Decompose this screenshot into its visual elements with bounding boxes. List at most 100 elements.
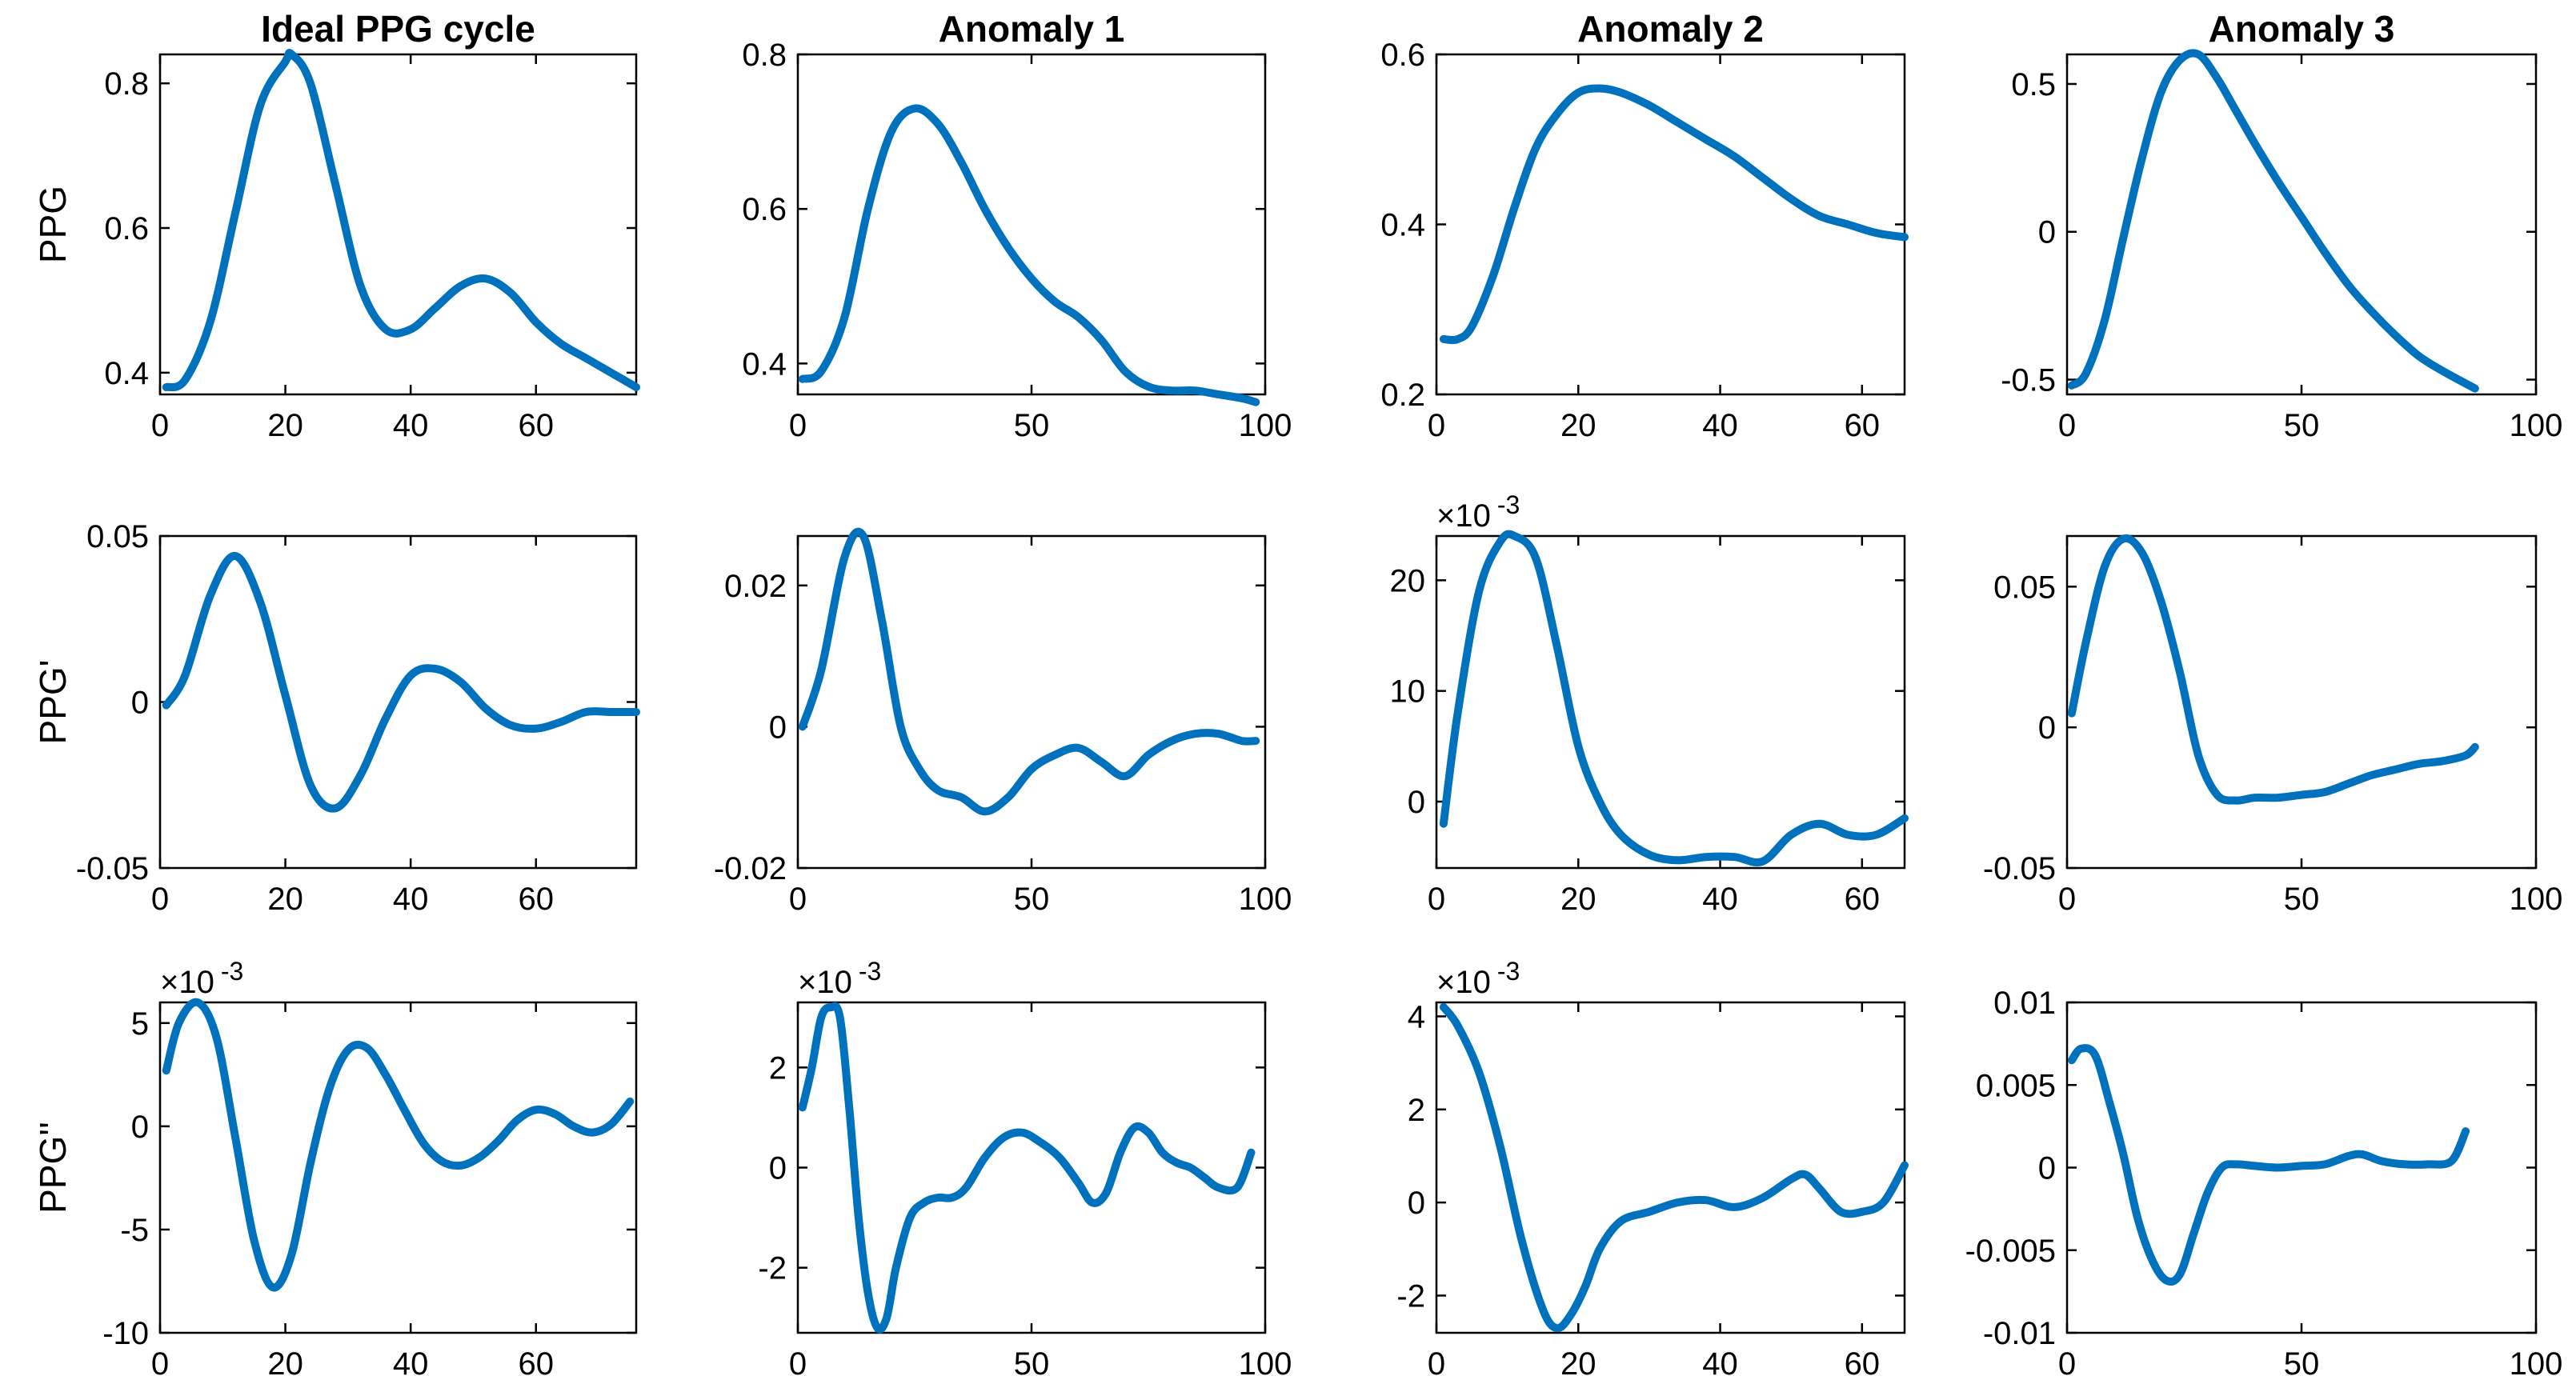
series-line — [1439, 1002, 1909, 1333]
series-line — [162, 49, 640, 392]
y-tick-label: -5 — [120, 1213, 149, 1248]
x-tick-label: 0 — [1428, 882, 1445, 917]
x-tick-label: 0 — [1428, 408, 1445, 443]
exponent-label: ×10 -3 — [1436, 490, 1520, 534]
y-tick-label: 0.8 — [742, 38, 787, 73]
y-tick-label: 2 — [769, 1050, 787, 1086]
x-tick-label: 50 — [1014, 882, 1050, 917]
y-tick-label: -0.5 — [2001, 363, 2056, 398]
y-tick-label: 5 — [131, 1006, 149, 1042]
axes-frame — [2065, 534, 2538, 870]
subplot-title: Anomaly 1 — [939, 8, 1125, 50]
series-line — [2067, 49, 2479, 393]
series-line — [2067, 534, 2479, 805]
y-tick-label: 0.02 — [724, 569, 787, 604]
y-tick-label: 0.01 — [1993, 986, 2056, 1021]
axes-frame — [158, 1001, 638, 1334]
x-tick-label: 0 — [151, 882, 169, 917]
series-line — [798, 1002, 1256, 1334]
y-tick-label: -0.02 — [714, 851, 787, 886]
y-tick-label: 0 — [2038, 1151, 2056, 1186]
y-tick-label: 0.6 — [1380, 38, 1425, 73]
x-tick-label: 0 — [789, 1346, 807, 1382]
x-tick-label: 20 — [1560, 1346, 1596, 1382]
x-tick-label: 60 — [518, 408, 554, 443]
y-tick-label: 0 — [769, 710, 787, 745]
exponent-label: ×10 -3 — [798, 957, 881, 1000]
x-tick-label: 60 — [1845, 408, 1881, 443]
y-tick-label: 0.4 — [104, 356, 149, 391]
x-tick-label: 60 — [1845, 1346, 1881, 1382]
exponent-label: ×10 -3 — [160, 957, 243, 1000]
x-tick-label: 20 — [1560, 408, 1596, 443]
subplot-r0-c1: 0 50 100 0.4 0.6 0.8 Anomaly 1 — [742, 8, 1292, 443]
y-tick-label: -2 — [758, 1251, 787, 1286]
y-tick-label: 0 — [769, 1151, 787, 1186]
x-tick-label: 100 — [1239, 882, 1292, 917]
subplot-title: Anomaly 2 — [1577, 8, 1764, 50]
subplot-r0-c0: 0 20 40 60 0.4 0.6 0.8 Ideal PPG cycle PPG — [32, 8, 640, 443]
exponent-label: ×10 -3 — [1436, 957, 1520, 1000]
series-line — [162, 998, 635, 1292]
y-axis-label: PPG'' — [32, 1122, 74, 1214]
y-tick-label: -2 — [1396, 1278, 1425, 1314]
x-tick-label: 50 — [2284, 1346, 2320, 1382]
x-tick-label: 40 — [1702, 408, 1738, 443]
y-tick-label: 0.005 — [1976, 1068, 2056, 1103]
y-tick-label: -0.005 — [1965, 1234, 2056, 1269]
y-tick-label: -0.01 — [1983, 1316, 2056, 1351]
y-tick-label: 10 — [1390, 674, 1426, 710]
x-tick-label: 50 — [1014, 408, 1050, 443]
series-line — [162, 551, 640, 813]
y-tick-label: 0 — [131, 1110, 149, 1145]
y-tick-label: 0.05 — [1993, 570, 2056, 605]
x-tick-label: 20 — [267, 882, 303, 917]
subplot-r2-c3: 0 50 100 -0.01 -0.005 0 0.005 0.01 — [1965, 986, 2563, 1382]
y-tick-label: -0.05 — [1983, 851, 2056, 886]
x-tick-label: 0 — [151, 408, 169, 443]
x-tick-label: 0 — [789, 882, 807, 917]
axes-frame — [158, 53, 638, 396]
x-tick-label: 0 — [2058, 882, 2076, 917]
subplot-title: Ideal PPG cycle — [261, 8, 535, 50]
y-tick-label: 0.6 — [742, 192, 787, 227]
x-tick-label: 0 — [2058, 1346, 2076, 1382]
x-tick-label: 20 — [267, 408, 303, 443]
y-tick-label: -10 — [102, 1316, 149, 1351]
series-line — [798, 527, 1260, 816]
axes-frame — [1435, 534, 1906, 870]
x-tick-label: 20 — [267, 1346, 303, 1382]
x-tick-label: 40 — [393, 1346, 429, 1382]
x-tick-label: 0 — [2058, 408, 2076, 443]
y-tick-label: 0.2 — [1380, 378, 1425, 413]
x-tick-label: 60 — [1845, 882, 1881, 917]
y-tick-label: 0 — [1408, 785, 1425, 820]
x-tick-label: 0 — [789, 408, 807, 443]
y-axis-label: PPG' — [32, 660, 74, 745]
x-tick-label: 100 — [1239, 408, 1292, 443]
y-tick-label: 0 — [2038, 215, 2056, 250]
x-tick-label: 50 — [2284, 408, 2320, 443]
x-tick-label: 40 — [393, 408, 429, 443]
x-tick-label: 50 — [2284, 882, 2320, 917]
series-line — [1439, 530, 1909, 866]
y-tick-label: 2 — [1408, 1093, 1425, 1128]
y-tick-label: 4 — [1408, 999, 1425, 1034]
subplot-r1-c2: 0 20 40 60 0 10 20 ×10 -3 — [1390, 490, 1909, 917]
y-tick-label: 0 — [2038, 710, 2056, 746]
y-tick-label: 0 — [1408, 1186, 1425, 1221]
y-tick-label: 0.05 — [86, 519, 149, 554]
x-tick-label: 60 — [518, 1346, 554, 1382]
x-tick-label: 40 — [1702, 1346, 1738, 1382]
subplot-title: Anomaly 3 — [2209, 8, 2395, 50]
axes-frame — [796, 534, 1267, 870]
x-tick-label: 0 — [151, 1346, 169, 1382]
y-tick-label: 0 — [131, 686, 149, 721]
x-tick-label: 100 — [2510, 882, 2563, 917]
